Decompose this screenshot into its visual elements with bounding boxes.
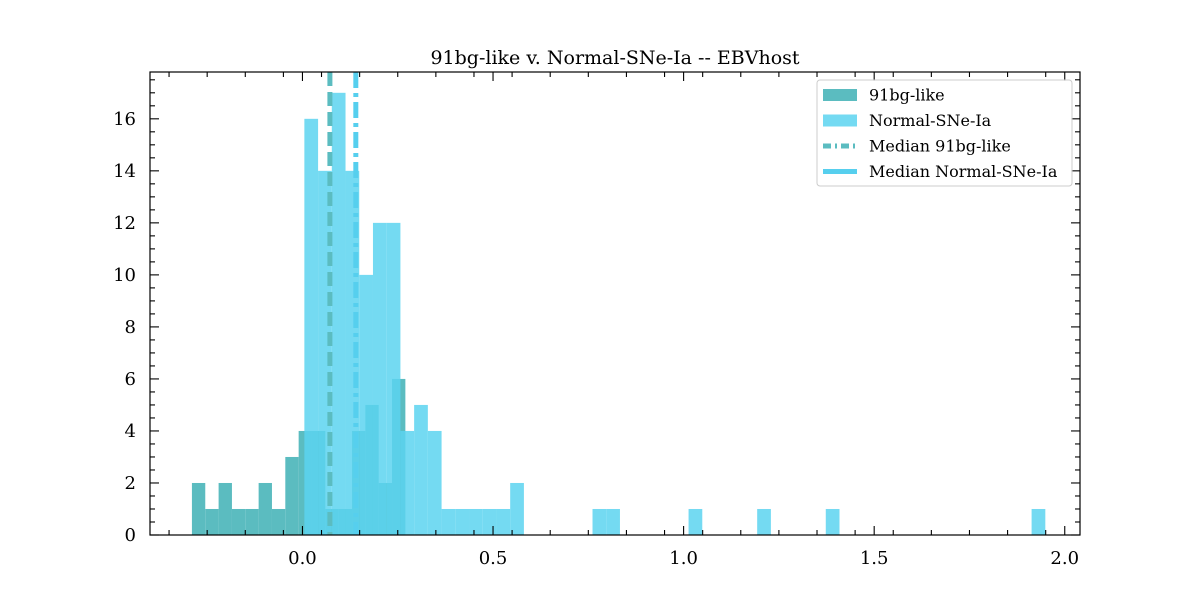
bar-normal-10	[441, 508, 456, 535]
bar-bg91-5	[258, 482, 272, 535]
y-tick-label: 0	[125, 525, 136, 546]
bar-normal-7	[400, 430, 415, 535]
bar-bg91-0	[191, 482, 206, 535]
bar-normal-9	[427, 430, 442, 535]
bar-normal-17	[606, 508, 620, 535]
y-tick-label: 16	[113, 109, 136, 130]
bar-normal-19	[757, 508, 771, 535]
x-tick-label: 0.0	[288, 548, 317, 569]
bar-normal-12	[469, 508, 483, 535]
x-tick-label: 1.5	[860, 548, 889, 569]
y-tick-label: 2	[125, 473, 136, 494]
y-tick-label: 12	[113, 213, 136, 234]
bar-normal-15	[510, 482, 524, 535]
bar-bg91-2	[218, 482, 232, 535]
x-tick-label: 1.0	[669, 548, 698, 569]
bars-layer	[191, 92, 1046, 535]
y-tick-label: 10	[113, 265, 136, 286]
legend-swatch-bg91	[823, 89, 857, 101]
bar-normal-21	[1031, 508, 1046, 535]
chart-title: 91bg-like v. Normal-SNe-Ia -- EBVhost	[430, 47, 799, 69]
bar-normal-13	[482, 508, 497, 535]
x-tick-label: 2.0	[1050, 548, 1079, 569]
bar-normal-5	[372, 222, 387, 535]
legend-swatch-normal	[823, 114, 857, 127]
bar-normal-20	[825, 508, 840, 535]
bar-normal-4	[359, 274, 373, 535]
median-lines-layer	[327, 72, 359, 535]
bar-normal-8	[414, 404, 428, 535]
bar-bg91-7	[285, 456, 299, 535]
bar-normal-0	[304, 118, 319, 535]
plot-frame	[149, 71, 1081, 536]
bar-normal-2	[331, 92, 346, 535]
y-tick-label: 6	[125, 369, 136, 390]
y-tick-label: 8	[125, 317, 136, 338]
legend-box	[816, 79, 1073, 187]
legend-label-normal: Normal-SNe-Ia	[869, 111, 992, 130]
bar-normal-16	[592, 508, 607, 535]
legend-label-median-normal: Median Normal-SNe-Ia	[869, 162, 1058, 181]
y-tick-label: 14	[113, 161, 136, 182]
ticks-layer: 0.0 0.5 1.0 1.5 2.0 0 2 4 6 8 10 12 14 16	[113, 72, 1080, 569]
x-tick-label: 0.5	[479, 548, 508, 569]
bar-normal-18	[688, 508, 703, 535]
legend-label-median-bg91: Median 91bg-like	[869, 137, 1011, 156]
bar-bg91-1	[205, 508, 219, 535]
legend: 91bg-like Normal-SNe-Ia Median 91bg-like Me…	[816, 79, 1073, 187]
bar-normal-14	[496, 508, 511, 535]
bar-bg91-4	[245, 508, 259, 535]
legend-label-bg91: 91bg-like	[869, 86, 945, 105]
bar-bg91-3	[231, 508, 246, 535]
bar-bg91-6	[271, 508, 286, 535]
bar-normal-6	[386, 222, 401, 535]
bar-normal-11	[455, 508, 470, 535]
y-tick-label: 4	[125, 421, 136, 442]
